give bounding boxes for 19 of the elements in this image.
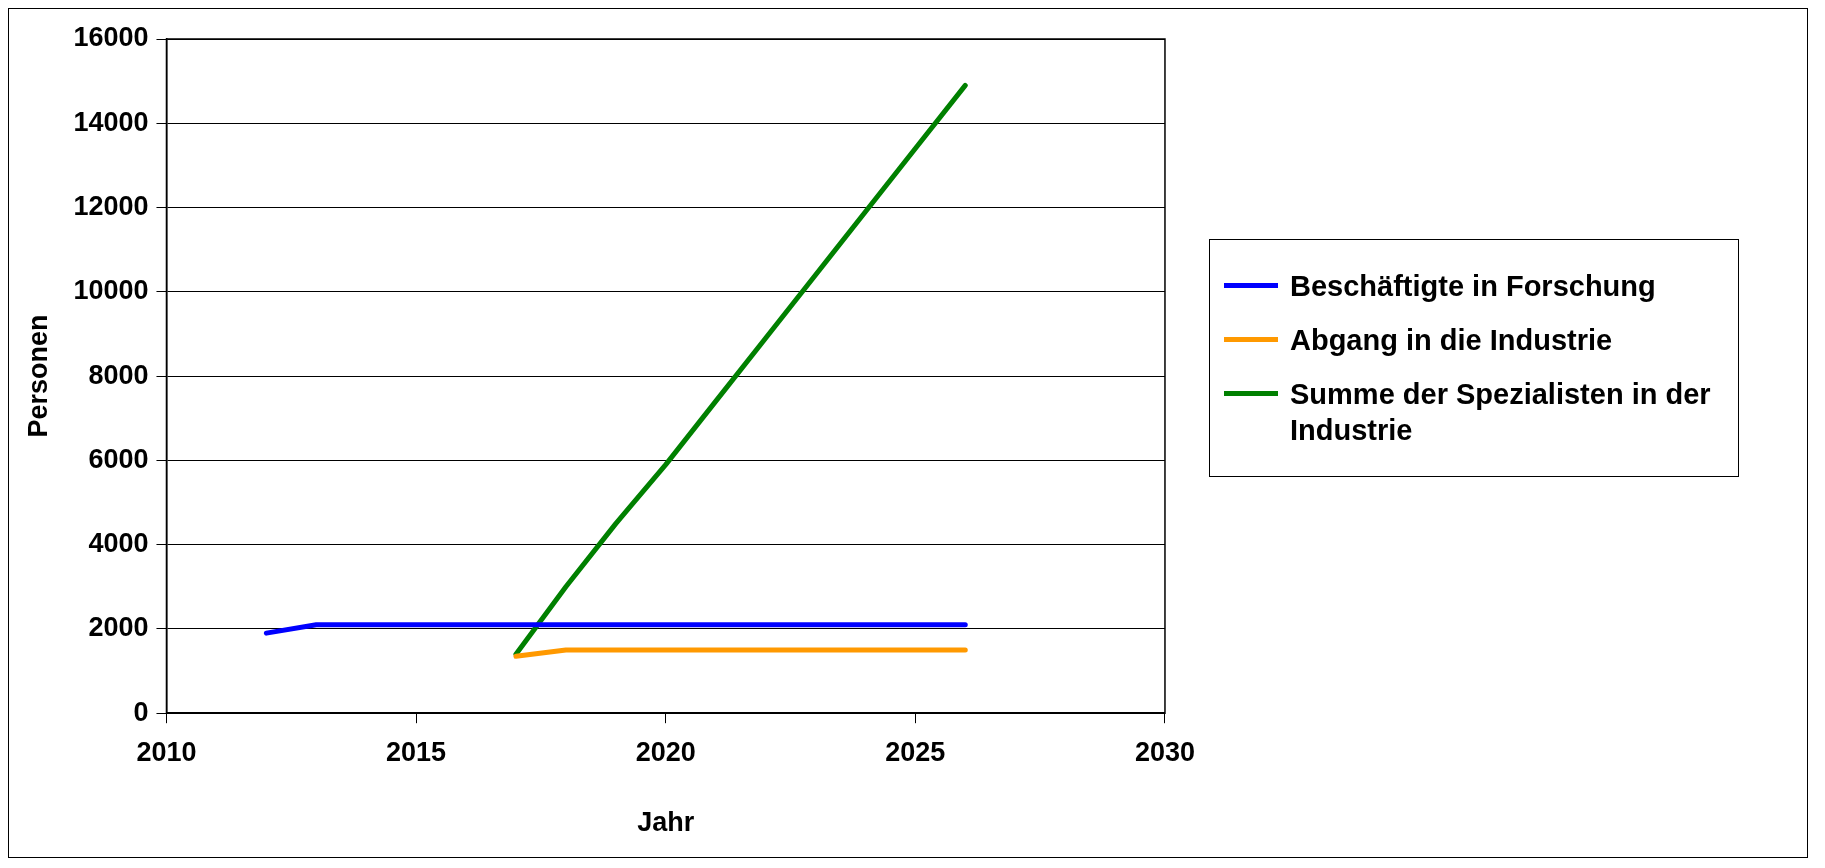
y-tick-label: 2000: [88, 612, 149, 643]
y-axis-title: Personen: [22, 314, 53, 438]
x-axis-title: Jahr: [637, 807, 695, 838]
y-tick-label: 0: [133, 696, 149, 727]
y-tick-label: 6000: [88, 443, 149, 474]
x-tick-label: 2030: [1134, 736, 1196, 767]
legend-label: Summe der Spezialisten in der Industrie: [1290, 377, 1712, 448]
y-tick-label: 16000: [73, 22, 149, 53]
y-tick-label: 8000: [88, 359, 149, 390]
legend-label: Abgang in die Industrie: [1290, 323, 1613, 358]
y-tick-label: 12000: [73, 191, 149, 221]
y-tick-label: 4000: [88, 528, 149, 559]
x-tick-label: 2010: [136, 736, 197, 767]
legend-label: Beschäftigte in Forschung: [1290, 269, 1656, 304]
x-tick-label: 2020: [635, 736, 696, 767]
x-tick-label: 2025: [885, 736, 946, 767]
y-tick-label: 10000: [73, 275, 149, 306]
x-tick-label: 2015: [386, 736, 447, 767]
y-tick-label: 14000: [73, 106, 149, 137]
